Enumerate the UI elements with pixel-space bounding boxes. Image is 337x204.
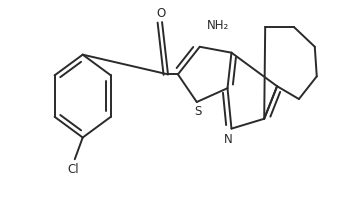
Text: Cl: Cl <box>67 163 79 176</box>
Text: NH₂: NH₂ <box>207 19 229 32</box>
Text: O: O <box>156 7 166 20</box>
Text: S: S <box>194 105 202 118</box>
Text: N: N <box>224 133 233 146</box>
